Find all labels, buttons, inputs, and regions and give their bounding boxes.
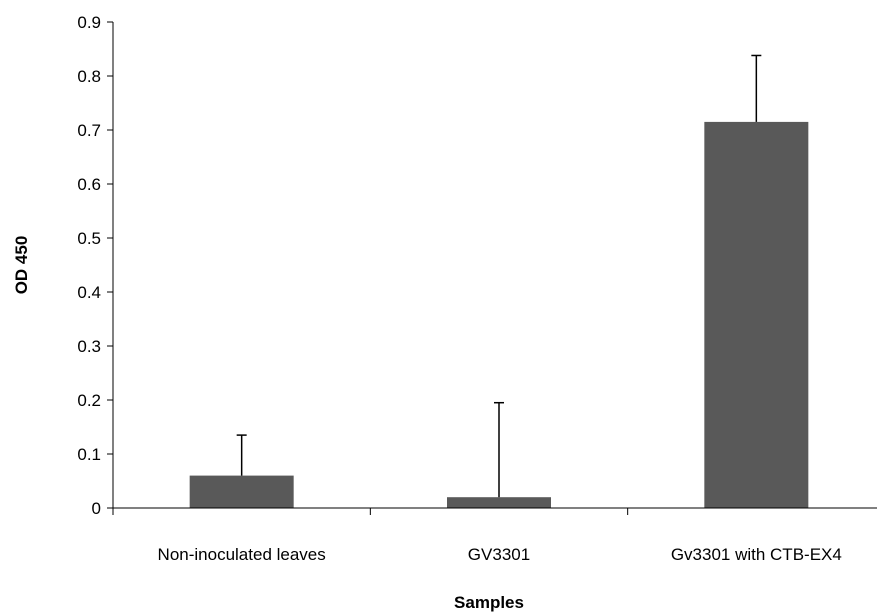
x-axis-category-labels: Non-inoculated leaves GV3301 Gv3301 with C… — [158, 545, 842, 564]
y-tick-label: 0.7 — [77, 121, 101, 140]
y-axis-ticks: 0 0.1 0.2 0.3 0.4 0.5 0.6 0.7 0.8 0.9 — [77, 13, 113, 518]
x-category-label: Non-inoculated leaves — [158, 545, 326, 564]
y-tick-label: 0 — [92, 499, 101, 518]
y-tick-label: 0.3 — [77, 337, 101, 356]
bar — [704, 121, 809, 509]
x-axis-title: Samples — [454, 593, 524, 612]
error-bars — [236, 54, 762, 498]
y-tick-label: 0.2 — [77, 391, 101, 410]
y-axis-title: OD 450 — [12, 236, 31, 295]
x-category-label: Gv3301 with CTB-EX4 — [671, 545, 842, 564]
bar — [189, 475, 294, 508]
y-tick-label: 0.8 — [77, 67, 101, 86]
y-tick-label: 0.5 — [77, 229, 101, 248]
y-tick-label: 0.1 — [77, 445, 101, 464]
x-category-label: GV3301 — [468, 545, 530, 564]
y-tick-label: 0.6 — [77, 175, 101, 194]
y-tick-label: 0.9 — [77, 13, 101, 32]
bar-series — [189, 121, 809, 509]
y-tick-label: 0.4 — [77, 283, 101, 302]
bar — [447, 497, 551, 508]
x-axis-ticks — [112, 508, 629, 515]
